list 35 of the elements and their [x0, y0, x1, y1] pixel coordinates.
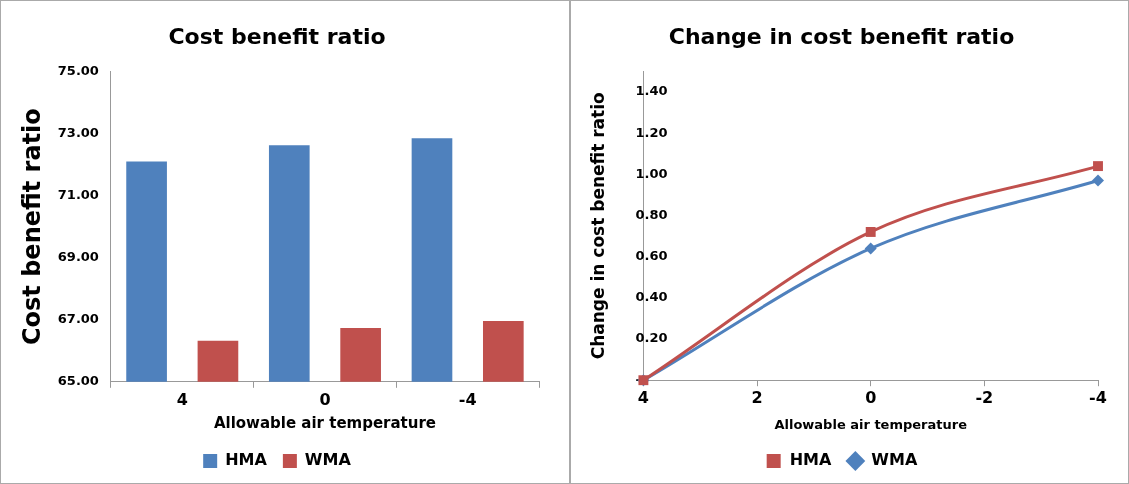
chart-title: Cost benefit ratio [168, 23, 386, 49]
point [1092, 174, 1104, 187]
x-tick-label: 0 [865, 387, 877, 407]
y-tick-label: 1.20 [635, 124, 668, 140]
x-axis-title: Allowable air temperature [774, 416, 968, 432]
y-tick-label: 1.40 [635, 83, 668, 99]
chart-title: Change in cost benefit ratio [668, 23, 1015, 49]
y-axis-title: Cost benefit ratio [17, 108, 46, 346]
x-tick-label: -4 [1089, 387, 1107, 407]
legend-label: HMA [225, 450, 268, 470]
x-tick-label: 4 [176, 389, 188, 409]
y-tick-label: 75.00 [57, 62, 99, 78]
x-tick-label: -2 [975, 387, 994, 407]
x-tick-label: -4 [458, 389, 477, 409]
legend-label: HMA [789, 450, 832, 470]
point [865, 227, 876, 237]
x-tick-label: 0 [319, 389, 331, 409]
x-axis-title: Allowable air temperature [213, 413, 437, 432]
y-tick-label: 67.00 [57, 311, 99, 327]
y-tick-label: 0.20 [635, 330, 668, 346]
x-tick-label: 4 [637, 387, 649, 407]
y-tick-label: 0.60 [635, 248, 668, 264]
point [1093, 161, 1103, 172]
y-tick-label: 0.40 [635, 289, 668, 305]
y-tick-label: 73.00 [57, 124, 99, 140]
y-tick-label: 71.00 [57, 186, 99, 202]
y-tick-label: 69.00 [57, 249, 99, 265]
y-tick-label: 0.80 [635, 206, 668, 222]
legend-label: WMA [871, 450, 918, 470]
legend-label: WMA [304, 450, 352, 470]
x-tick-label: 2 [751, 387, 763, 407]
y-axis-title: Change in cost benefit ratio [587, 92, 608, 360]
y-tick-label: 65.00 [57, 373, 99, 389]
y-tick-label: 1.00 [635, 165, 668, 181]
point [864, 242, 877, 255]
